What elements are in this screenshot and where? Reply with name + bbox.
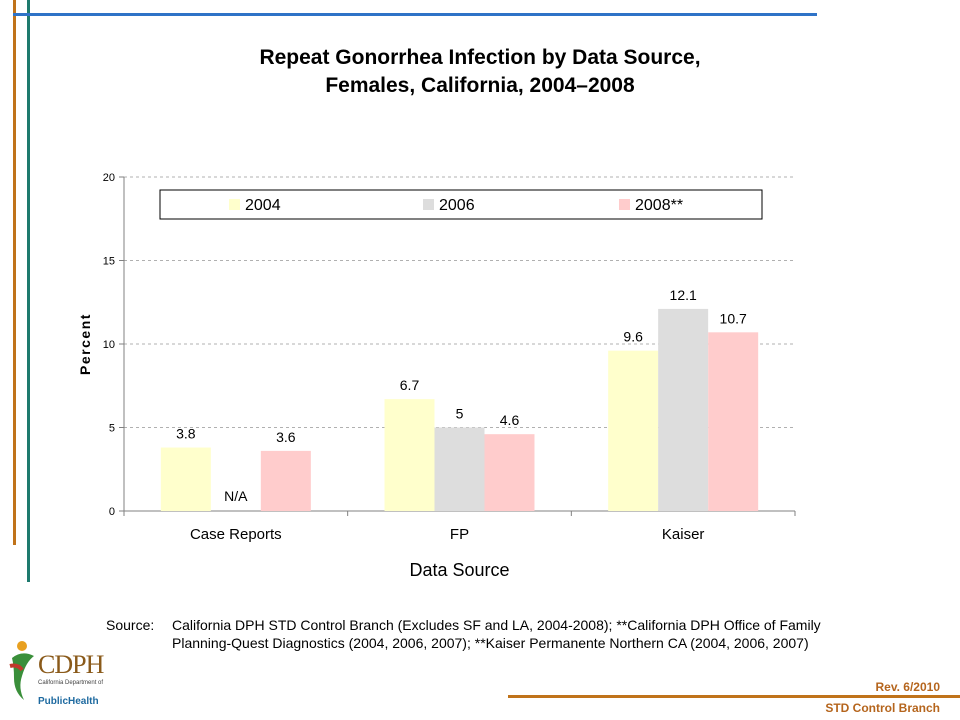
- data-label: 3.6: [276, 429, 296, 445]
- data-label: 4.6: [500, 412, 520, 428]
- data-label: 10.7: [720, 310, 747, 326]
- bar: [708, 332, 759, 511]
- logo-figure-icon: [9, 641, 34, 700]
- x-tick-label: FP: [450, 526, 469, 543]
- source-note: Source: California DPH STD Control Branc…: [106, 616, 866, 652]
- bar: [608, 350, 659, 511]
- decorative-vertical-line-orange: [13, 0, 16, 545]
- bar: [260, 450, 311, 511]
- chart-title: Repeat Gonorrhea Infection by Data Sourc…: [0, 44, 960, 100]
- bar-chart: 0 5 10 15 20 Case Reports 3.8 N/A 3.6 FP 6.7 5 4.6 Ka…: [77, 172, 796, 580]
- bar: [384, 399, 435, 511]
- data-label: 6.7: [400, 377, 420, 393]
- y-tick-label: 15: [103, 256, 115, 268]
- legend-swatch: [423, 199, 434, 210]
- bar: [434, 427, 485, 511]
- cdph-logo: CDPH California Department of PublicHeal…: [8, 630, 118, 712]
- source-text: California DPH STD Control Branch (Exclu…: [172, 617, 821, 651]
- data-label: 12.1: [670, 287, 697, 303]
- legend-swatch: [619, 199, 630, 210]
- y-tick-label: 0: [109, 506, 115, 518]
- legend-label: 2004: [245, 197, 281, 214]
- y-tick-label: 5: [109, 423, 115, 435]
- source-label: Source:: [106, 617, 155, 633]
- chart-title-line1: Repeat Gonorrhea Infection by Data Sourc…: [259, 46, 701, 69]
- data-label: N/A: [224, 488, 248, 504]
- logo-cdph-text: CDPH: [38, 650, 104, 679]
- revision-date: Rev. 6/2010: [875, 680, 941, 694]
- y-tick-label: 20: [103, 172, 115, 184]
- y-axis-title: Percent: [77, 313, 93, 375]
- decorative-top-line: [13, 13, 817, 16]
- data-label: 3.8: [176, 426, 196, 442]
- decorative-vertical-line-teal: [27, 0, 30, 582]
- legend-box: [159, 189, 763, 220]
- bar: [658, 308, 709, 511]
- branch-name: STD Control Branch: [825, 701, 940, 715]
- data-label: 9.6: [623, 329, 643, 345]
- logo-public-health: PublicHealth: [38, 696, 99, 707]
- x-axis-title: Data Source: [409, 560, 509, 580]
- data-label: 5: [456, 406, 464, 422]
- chart-title-line2: Females, California, 2004–2008: [325, 74, 635, 97]
- bar: [160, 447, 211, 511]
- x-tick-label: Kaiser: [662, 526, 705, 543]
- legend-label: 2008**: [635, 197, 683, 214]
- logo-subtitle: California Department of: [38, 680, 104, 686]
- legend-swatch: [229, 199, 240, 210]
- x-tick-label: Case Reports: [190, 526, 282, 543]
- legend-label: 2006: [439, 197, 475, 214]
- decorative-bottom-line: [508, 695, 960, 698]
- y-tick-label: 10: [103, 339, 115, 351]
- bar: [484, 434, 535, 511]
